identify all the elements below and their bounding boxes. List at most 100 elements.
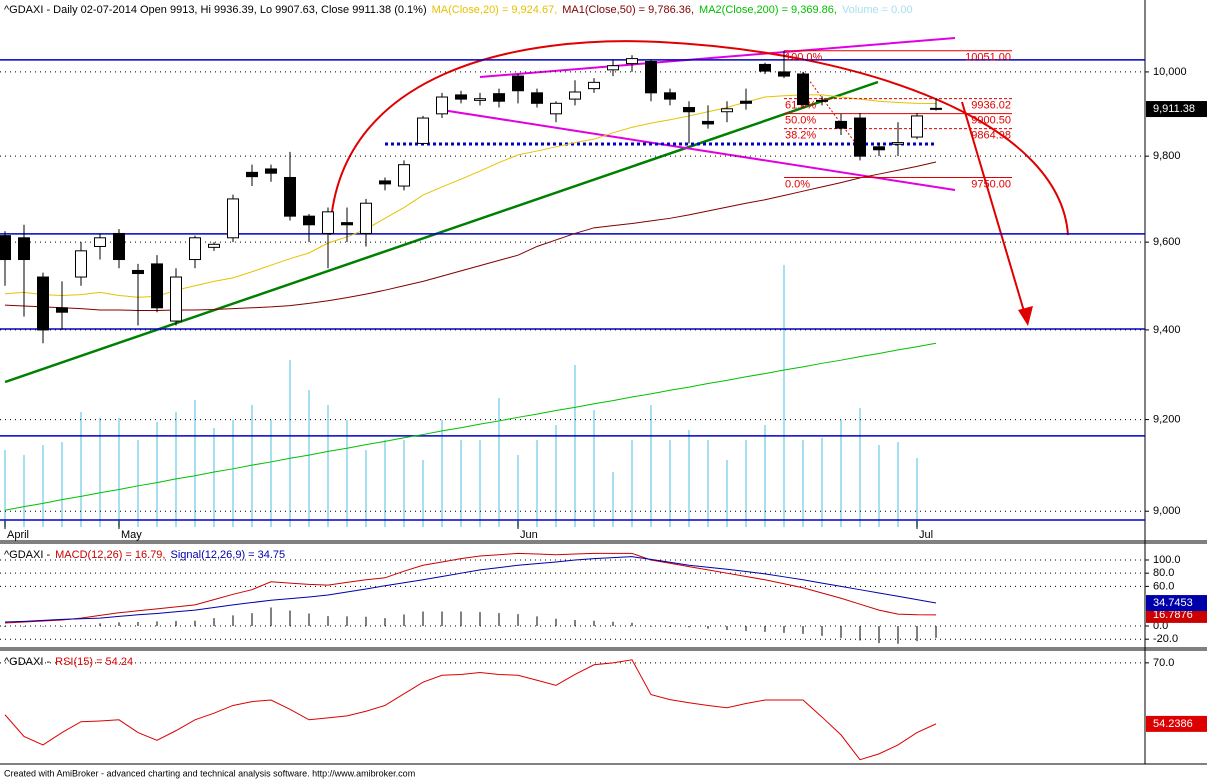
candle-body xyxy=(854,117,866,157)
candle-body xyxy=(360,202,372,234)
y-tick-label: 100.0 xyxy=(1153,554,1181,566)
legend-entry: MA2(Close,200) = 9,369.86, xyxy=(699,4,837,16)
candle-body xyxy=(322,211,334,234)
volume-bar xyxy=(441,420,443,527)
candle-body xyxy=(132,269,144,275)
candle-body xyxy=(113,232,125,261)
arrow-head xyxy=(1018,306,1033,326)
candle-body xyxy=(493,93,505,102)
candle-body xyxy=(607,65,619,71)
volume-bar xyxy=(669,440,671,527)
candle-body xyxy=(398,164,410,187)
candle-body xyxy=(265,168,277,174)
y-tick-label: 9,800 xyxy=(1153,150,1181,162)
x-tick-label: April xyxy=(7,529,29,541)
last-value-box xyxy=(1146,715,1207,732)
candle-body xyxy=(911,115,923,138)
volume-bar xyxy=(821,438,823,527)
volume-bar xyxy=(99,418,101,527)
candle-body xyxy=(588,81,600,90)
legend-entry: MA1(Close,50) = 9,786.36, xyxy=(562,4,694,16)
candle-body xyxy=(626,58,638,65)
candle-body xyxy=(759,63,771,72)
candle-body xyxy=(550,102,562,115)
y-tick-label: 9,600 xyxy=(1153,236,1181,248)
volume-bar xyxy=(650,405,652,527)
channel-line xyxy=(479,37,956,78)
last-value-label: 54.2386 xyxy=(1153,718,1193,730)
candle-body xyxy=(436,96,448,115)
fib-price: 9864.98 xyxy=(971,130,1011,142)
volume-bar xyxy=(878,445,880,527)
fib-price: 10051.00 xyxy=(965,52,1011,64)
candle-body xyxy=(341,222,353,226)
candle-body xyxy=(930,107,942,110)
volume-bar xyxy=(916,458,918,527)
volume-bar xyxy=(80,412,82,527)
candle-body xyxy=(474,98,486,101)
volume-bar xyxy=(688,430,690,527)
volume-bar xyxy=(479,440,481,527)
candle-body xyxy=(721,108,733,113)
candle-body xyxy=(778,71,790,77)
candle-body xyxy=(702,120,714,125)
volume-bar xyxy=(536,440,538,527)
pane-header: ^GDAXI - RSI(15) = 54.24 xyxy=(4,656,133,668)
fib-price: 9750.00 xyxy=(971,178,1011,190)
pane-header: ^GDAXI - MACD(12,26) = 16.79, Signal(12,26… xyxy=(4,549,285,561)
candle-body xyxy=(227,198,239,239)
candle-body xyxy=(18,237,30,261)
volume-bar xyxy=(802,440,804,527)
candle-body xyxy=(303,215,315,226)
x-tick-label: Jun xyxy=(520,529,538,541)
pane-title: ^GDAXI - xyxy=(4,549,50,561)
fib-price: 9936.02 xyxy=(971,100,1011,112)
fib-percent: 0.0% xyxy=(785,178,810,190)
volume-bar xyxy=(555,425,557,527)
fib-percent: 50.0% xyxy=(785,115,816,127)
arrow-shaft xyxy=(961,101,1027,319)
y-tick-label: 10,000 xyxy=(1153,66,1187,78)
y-tick-label: -20.0 xyxy=(1153,633,1178,645)
fib-trend xyxy=(802,71,863,153)
volume-bar xyxy=(612,472,614,527)
arc xyxy=(329,40,1069,236)
y-tick-label: 9,200 xyxy=(1153,413,1181,425)
candle-body xyxy=(569,91,581,100)
candle-body xyxy=(455,94,467,100)
fib-percent: 100.0% xyxy=(785,52,823,64)
volume-bar xyxy=(422,460,424,527)
volume-bar xyxy=(4,450,6,527)
volume-bar xyxy=(289,360,291,527)
candle-body xyxy=(512,75,524,92)
fib-percent: 38.2% xyxy=(785,130,816,142)
volume-bar xyxy=(23,455,25,527)
pane-title: ^GDAXI - xyxy=(4,656,50,668)
last-value-label: 16.7876 xyxy=(1153,609,1193,621)
candle-body xyxy=(170,276,182,322)
volume-bar xyxy=(859,408,861,527)
legend-entry: MACD(12,26) = 16.79, xyxy=(55,549,165,561)
candle-body xyxy=(0,235,11,261)
candle-body xyxy=(892,142,904,145)
y-tick-label: 60.0 xyxy=(1153,580,1174,592)
volume-bar xyxy=(42,445,44,527)
volume-bar xyxy=(783,265,785,527)
line-series xyxy=(4,161,937,311)
volume-bar xyxy=(764,425,766,527)
y-tick-label: 80.0 xyxy=(1153,567,1174,579)
volume-bar xyxy=(232,420,234,527)
volume-bar xyxy=(251,405,253,527)
volume-bar xyxy=(346,420,348,527)
volume-bar xyxy=(707,440,709,527)
candle-body xyxy=(873,146,885,151)
y-tick-label: 9,000 xyxy=(1153,505,1181,517)
volume-bar xyxy=(403,440,405,527)
volume-bar xyxy=(574,365,576,527)
volume-bar xyxy=(61,442,63,527)
volume-bar xyxy=(213,428,215,527)
trend-line xyxy=(4,80,879,384)
fib-price: 9900.50 xyxy=(971,115,1011,127)
